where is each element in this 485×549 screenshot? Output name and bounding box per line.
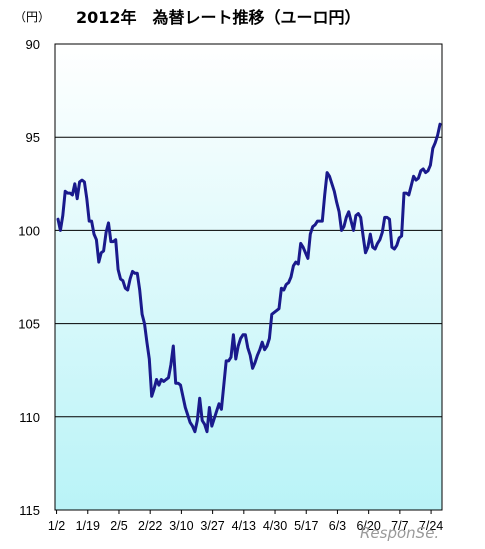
- watermark: ResponSe.: [360, 524, 439, 542]
- x-tick-label: 1/19: [76, 519, 100, 533]
- y-tick-label: 110: [19, 410, 40, 425]
- y-tick-label: 115: [19, 503, 40, 518]
- eur-jpy-line: [56, 122, 442, 434]
- y-tick-label: 105: [18, 317, 40, 332]
- y-tick-label: 95: [26, 130, 40, 145]
- y-axis-ticks: 90 95 100 105 110 115: [18, 37, 40, 518]
- x-tick-label: 7/7: [391, 519, 408, 533]
- plot-area: [54, 43, 443, 511]
- gridlines: [55, 136, 442, 418]
- x-tick-label: 6/3: [329, 519, 346, 533]
- series-layer: [56, 122, 442, 434]
- chart-title: 2012年 為替レート推移（ユーロ円）: [76, 8, 361, 27]
- x-axis-ticks: 1/2 1/19 2/5 2/22 3/10 3/27 4/13 4/30 5/17 6/3 6/2…: [48, 510, 443, 533]
- y-tick-label: 90: [26, 37, 40, 52]
- x-tick-label: 7/24: [419, 519, 443, 533]
- x-tick-label: 5/17: [294, 519, 318, 533]
- x-tick-label: 6/20: [356, 519, 380, 533]
- x-tick-label: 2/5: [110, 519, 127, 533]
- y-tick-label: 100: [18, 223, 40, 238]
- x-tick-label: 2/22: [138, 519, 162, 533]
- x-tick-label: 1/2: [48, 519, 65, 533]
- x-tick-label: 4/30: [263, 519, 287, 533]
- y-unit-label: （円）: [14, 10, 50, 24]
- x-tick-label: 4/13: [232, 519, 256, 533]
- x-tick-label: 3/10: [169, 519, 193, 533]
- x-tick-label: 3/27: [200, 519, 224, 533]
